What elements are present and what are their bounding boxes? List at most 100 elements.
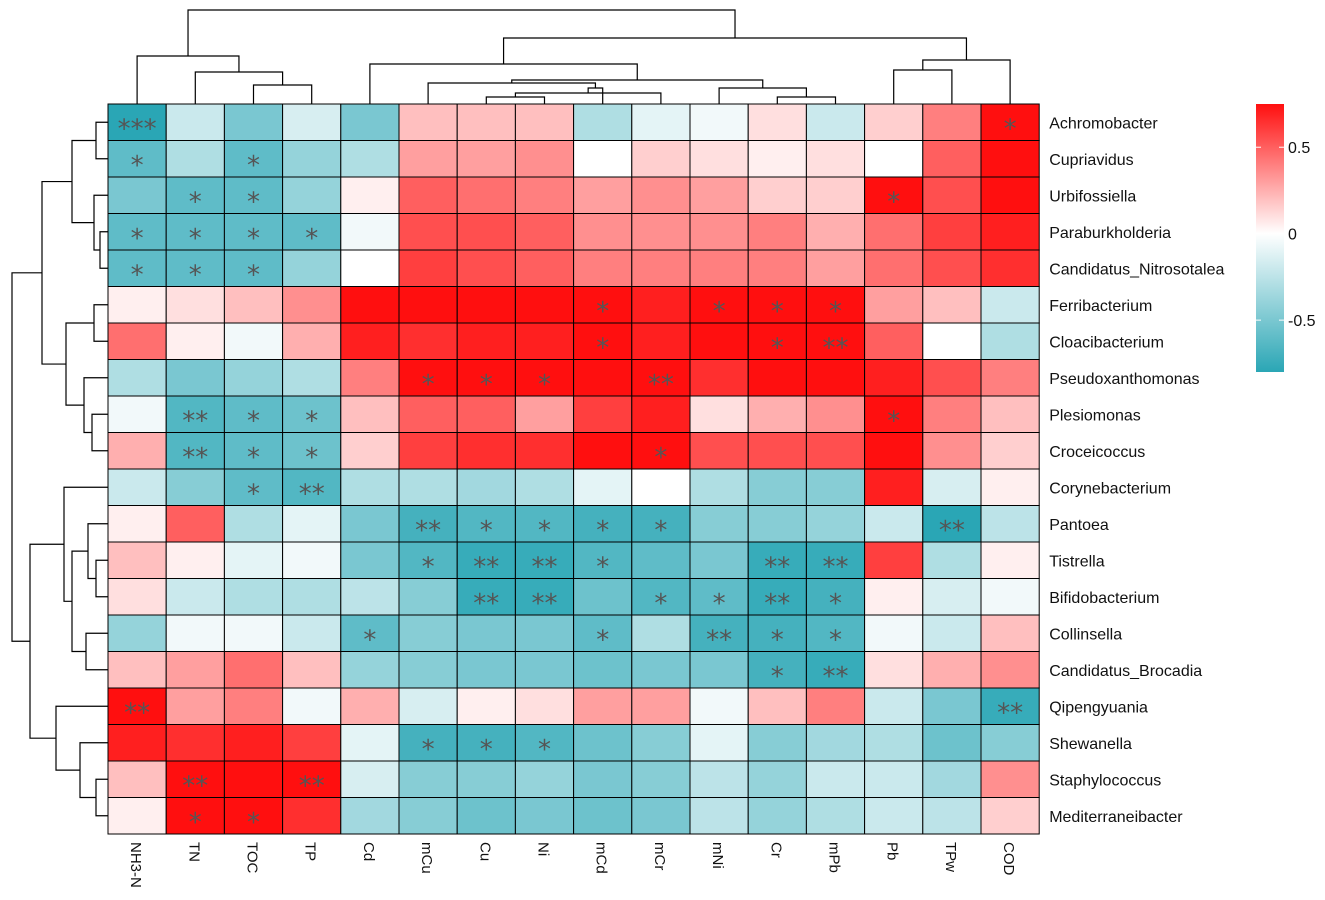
significance-star: * [131,224,144,254]
row-label: Candidatus_Nitrosotalea [1049,261,1224,278]
significance-star: * [247,187,260,217]
heatmap-cell [165,651,225,689]
significance-star: ** [124,698,150,728]
column-label: Pb [884,842,901,860]
heatmap-cell [631,213,691,251]
heatmap-cell [631,249,691,287]
heatmap-cell [864,286,924,324]
heatmap-cell [165,541,225,579]
heatmap-cell [864,505,924,543]
heatmap-cell [689,322,749,360]
significance-star: * [305,224,318,254]
dendrogram-branch [99,231,108,269]
significance-star: ** [764,552,790,582]
significance-star: * [654,443,667,473]
heatmap-cell [747,322,807,360]
heatmap-cell [223,541,284,579]
column-dendrogram [136,9,1011,104]
heatmap-cell [456,249,516,287]
significance-star: ** [182,771,208,801]
significance-star: ** [823,662,849,692]
heatmap-cell [747,359,807,397]
heatmap-cell [340,395,400,433]
significance-star: ** [182,406,208,436]
heatmap-cell [922,724,982,762]
significance-star: * [596,552,609,582]
dendrogram-branch [485,96,546,104]
heatmap-cell [689,432,749,470]
dendrogram-branch [65,322,94,406]
heatmap-cell [398,614,458,652]
heatmap-cell [805,687,866,725]
heatmap-cell [456,395,516,433]
heatmap-cell [107,176,167,214]
heatmap-cell [398,687,458,725]
row-label: Mediterraneibacter [1049,809,1183,826]
row-label: Staphylococcus [1049,772,1161,789]
heatmap-cell [573,724,633,762]
heatmap-cell [922,505,982,543]
dendrogram-branch [587,87,604,104]
heatmap-cell [747,797,807,835]
heatmap-cell [631,140,691,178]
significance-star: * [596,625,609,655]
heatmap-cell [573,541,633,579]
significance-star: ** [823,333,849,363]
heatmap-cell [689,286,749,324]
significance-star: * [305,406,318,436]
heatmap-cell [864,322,924,360]
dendrogram-branch [55,705,108,771]
heatmap-cell [631,468,691,506]
heatmap-cell [165,797,225,835]
heatmap-cell [980,724,1040,762]
heatmap-cell [747,395,807,433]
significance-star: * [480,370,493,400]
heatmap-cell [689,687,749,725]
significance-star: * [247,224,260,254]
heatmap-cell [864,249,924,287]
column-label: Cu [476,842,493,861]
legend-tick-label: -0.5 [1288,313,1316,330]
heatmap-cell [689,213,749,251]
heatmap-cell [223,468,284,506]
heatmap-cell [864,541,924,579]
heatmap-cell [398,505,458,543]
heatmap-cell [922,103,982,141]
heatmap-cell [165,614,225,652]
heatmap-cell [514,578,575,616]
heatmap-cell [398,395,458,433]
significance-star: * [538,735,551,765]
row-label: Corynebacterium [1049,480,1171,497]
heatmap-cell [165,505,225,543]
heatmap-cell [398,176,458,214]
heatmap-cell [922,395,982,433]
heatmap-cell [573,359,633,397]
heatmap-cell [631,322,691,360]
significance-star: ** [997,698,1023,728]
dendrogram-branch [776,96,837,104]
heatmap-cell [514,760,575,798]
heatmap-cell [107,578,167,616]
heatmap-cell [514,213,575,251]
significance-star: * [247,443,260,473]
heatmap-cell [514,176,575,214]
heatmap-cell [282,687,342,725]
heatmap-cell [573,468,633,506]
significance-star: ** [182,443,208,473]
heatmap-cell [282,176,342,214]
significance-star: * [480,516,493,546]
heatmap-cell [165,213,225,251]
heatmap-cell [747,724,807,762]
heatmap-cell [980,432,1040,470]
heatmap-cell [514,505,575,543]
significance-star: * [189,808,202,838]
heatmap-cell [631,359,691,397]
heatmap-cell [747,505,807,543]
row-labels: Achromobacter Cupriavidus Urbifossiella Par… [1049,115,1224,826]
heatmap-cell [165,432,225,470]
heatmap-cell [805,614,866,652]
column-label: mCd [593,842,610,874]
heatmap-cell [689,395,749,433]
heatmap-cell [980,541,1040,579]
heatmap-cell [340,505,400,543]
